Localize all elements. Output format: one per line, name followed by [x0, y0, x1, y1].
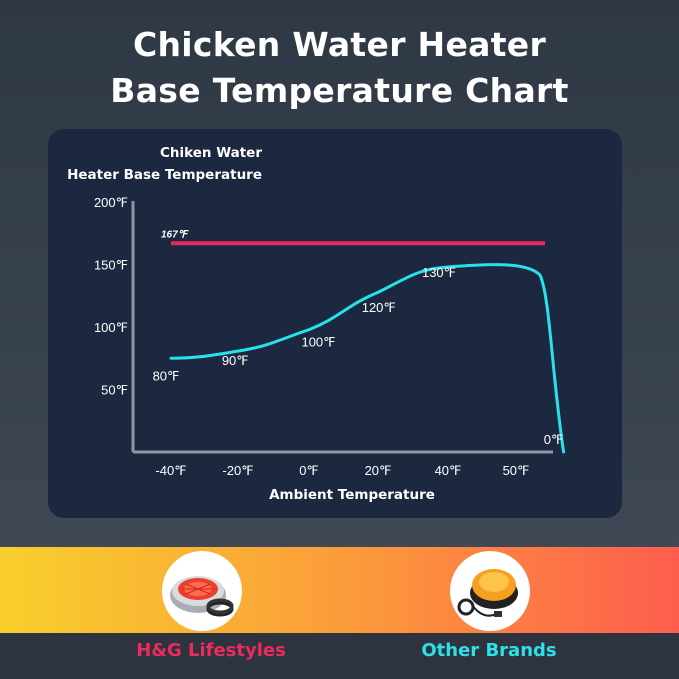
x-tick-label: -40℉ — [155, 463, 186, 478]
y-axis-label-line1: Chiken Water — [159, 145, 262, 161]
point-label: 130℉ — [422, 265, 456, 280]
y-tick-label: 150℉ — [94, 258, 128, 273]
chart-panel: Chiken Water Heater Base Temperature 200… — [48, 129, 622, 518]
x-tick-label: 50℉ — [503, 463, 530, 478]
brand-comparison-band — [0, 547, 679, 633]
series-curve — [169, 263, 566, 454]
x-axis-label: Ambient Temperature — [269, 487, 435, 503]
x-tick-label: -20℉ — [222, 463, 253, 478]
hg-lifestyles-label: H&G Lifestyles — [136, 640, 286, 661]
reference-line-label: 167℉ — [161, 229, 190, 240]
brand-label-bar — [0, 633, 679, 679]
other-brand-heater-product-image — [450, 551, 530, 631]
point-label: 0℉ — [544, 432, 564, 447]
y-axis-label-line2: Heater Base Temperature — [67, 167, 262, 183]
page-title-line2: Base Temperature Chart — [110, 71, 569, 110]
x-tick-label: 0℉ — [299, 463, 319, 478]
point-label: 80℉ — [153, 368, 180, 383]
point-label: 120℉ — [362, 300, 396, 315]
temperature-chart: 200℉ 150℉ 100℉ 50℉ -40℉ -20℉ 0℉ 20℉ 40℉ 50℉ Ambien… — [94, 195, 566, 503]
x-tick-label: 40℉ — [435, 463, 462, 478]
page-title-line1: Chicken Water Heater — [132, 25, 547, 64]
x-tick-label: 20℉ — [365, 463, 392, 478]
y-tick-label: 50℉ — [101, 383, 128, 398]
point-label: 100℉ — [301, 335, 335, 350]
hg-heater-product-image — [162, 551, 242, 631]
point-label: 90℉ — [222, 353, 249, 368]
other-brands-label: Other Brands — [421, 640, 557, 661]
y-tick-label: 100℉ — [94, 320, 128, 335]
y-tick-label: 200℉ — [94, 195, 128, 210]
